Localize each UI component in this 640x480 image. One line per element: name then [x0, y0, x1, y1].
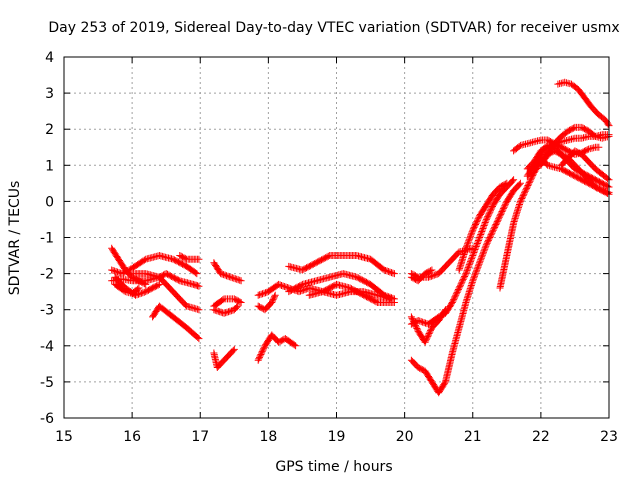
series-markers: [128, 270, 203, 314]
series-arc-b3: [210, 302, 242, 317]
chart-title: Day 253 of 2019, Sidereal Day-to-day VTE…: [48, 20, 619, 36]
series-markers: [210, 302, 242, 317]
series-markers: [407, 266, 436, 285]
series-markers: [407, 176, 518, 328]
series-arc-b1: [210, 259, 245, 285]
series-arc-a2: [108, 252, 201, 278]
series-markers: [210, 345, 238, 371]
series-markers: [537, 123, 613, 169]
y-tick-label: 3: [45, 86, 54, 102]
series-markers: [210, 295, 245, 310]
y-tick-label: -5: [40, 375, 54, 391]
series-markers: [210, 259, 245, 285]
series-markers: [176, 252, 203, 263]
series-arc-d3: [407, 179, 524, 397]
y-tick-labels: -6 -5 -4 -3 -2 -1 0 1 2 3 4: [40, 50, 54, 427]
series-markers: [554, 78, 613, 130]
series-markers: [407, 179, 524, 397]
series-arc-e6: [537, 123, 613, 169]
series-markers: [149, 302, 203, 343]
series-arc-c1: [254, 331, 300, 364]
series-arc-d6: [455, 179, 511, 274]
series-arc-b2: [210, 295, 245, 310]
series-arc-c5: [285, 270, 398, 303]
y-tick-label: -6: [40, 411, 54, 427]
y-tick-label: 1: [45, 158, 54, 174]
x-tick-label: 22: [532, 429, 550, 445]
series-arc-d2: [407, 176, 518, 328]
series-markers: [285, 270, 398, 303]
y-axis-label: SDTVAR / TECUs: [7, 181, 23, 296]
series-arc-e8: [554, 78, 613, 130]
x-tick-label: 20: [396, 429, 414, 445]
series-markers: [108, 252, 201, 278]
series-arc-b4: [210, 345, 238, 371]
y-tick-label: 0: [45, 194, 54, 210]
x-tick-label: 23: [600, 429, 618, 445]
x-tick-label: 18: [259, 429, 277, 445]
series-markers: [455, 179, 511, 274]
series-markers: [254, 331, 300, 364]
series-arc-c2: [254, 291, 279, 314]
series-markers: [111, 280, 143, 297]
series-arc-e5: [530, 154, 613, 196]
series-markers: [530, 154, 613, 196]
series-arc-c6: [305, 280, 398, 306]
series-markers: [254, 291, 279, 314]
data-points: [108, 78, 613, 397]
y-tick-label: -4: [40, 339, 54, 355]
series-markers: [305, 280, 398, 306]
series-arc-a8: [176, 252, 203, 263]
series-markers: [557, 147, 613, 184]
series-arc-a5: [111, 280, 143, 297]
x-tick-label: 16: [123, 429, 141, 445]
series-arc-a6: [128, 270, 203, 314]
grid-lines: [64, 57, 609, 418]
series-arc-a7: [149, 302, 203, 343]
x-tick-labels: 15 16 17 18 19 20 21 22 23: [55, 429, 618, 445]
y-tick-label: -1: [40, 231, 54, 247]
y-tick-label: 4: [45, 50, 54, 66]
y-tick-label: -2: [40, 267, 54, 283]
x-tick-label: 15: [55, 429, 73, 445]
axis-ticks: [63, 56, 610, 419]
y-tick-label: -3: [40, 303, 54, 319]
series-arc-d5: [407, 266, 436, 285]
x-axis-label: GPS time / hours: [275, 459, 392, 475]
series-arc-c4: [285, 252, 398, 278]
series-markers: [285, 252, 398, 278]
x-tick-label: 17: [191, 429, 209, 445]
x-tick-label: 21: [464, 429, 482, 445]
series-arc-e7: [557, 147, 613, 184]
y-tick-label: 2: [45, 122, 54, 138]
x-tick-label: 19: [328, 429, 346, 445]
